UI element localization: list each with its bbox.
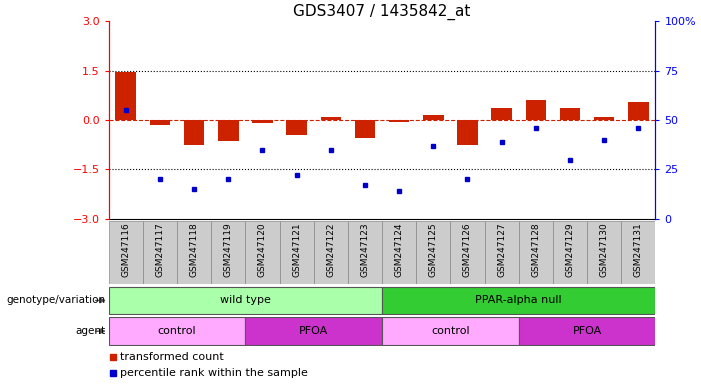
Bar bbox=[143, 221, 177, 284]
Text: GSM247126: GSM247126 bbox=[463, 222, 472, 277]
Bar bbox=[252, 120, 273, 123]
Text: transformed count: transformed count bbox=[120, 352, 224, 362]
Text: GSM247130: GSM247130 bbox=[599, 222, 608, 277]
Bar bbox=[587, 221, 621, 284]
Bar bbox=[177, 221, 211, 284]
Text: control: control bbox=[158, 326, 196, 336]
Text: GSM247118: GSM247118 bbox=[189, 222, 198, 277]
Bar bbox=[553, 221, 587, 284]
Text: GSM247125: GSM247125 bbox=[429, 222, 438, 277]
Text: GSM247129: GSM247129 bbox=[566, 222, 575, 277]
Bar bbox=[355, 120, 375, 138]
Bar bbox=[211, 221, 245, 284]
Bar bbox=[109, 317, 245, 345]
Bar bbox=[382, 221, 416, 284]
Bar bbox=[348, 221, 382, 284]
Bar bbox=[109, 221, 143, 284]
Text: GSM247127: GSM247127 bbox=[497, 222, 506, 277]
Text: GSM247120: GSM247120 bbox=[258, 222, 267, 277]
Text: percentile rank within the sample: percentile rank within the sample bbox=[120, 368, 308, 378]
Bar bbox=[245, 317, 382, 345]
Bar bbox=[621, 221, 655, 284]
Text: genotype/variation: genotype/variation bbox=[6, 295, 105, 306]
Bar bbox=[416, 221, 451, 284]
Text: PPAR-alpha null: PPAR-alpha null bbox=[475, 295, 562, 306]
Bar bbox=[287, 120, 307, 135]
Text: GSM247122: GSM247122 bbox=[326, 222, 335, 276]
Bar bbox=[491, 108, 512, 120]
Bar bbox=[484, 221, 519, 284]
Bar bbox=[382, 317, 519, 345]
Bar bbox=[314, 221, 348, 284]
Bar bbox=[382, 286, 655, 314]
Bar bbox=[150, 120, 170, 125]
Bar bbox=[457, 120, 478, 145]
Text: control: control bbox=[431, 326, 470, 336]
Text: GSM247124: GSM247124 bbox=[395, 222, 404, 276]
Text: PFOA: PFOA bbox=[573, 326, 601, 336]
Bar bbox=[109, 286, 382, 314]
Text: GSM247121: GSM247121 bbox=[292, 222, 301, 277]
Bar bbox=[628, 102, 648, 120]
Bar bbox=[423, 115, 444, 120]
Text: GSM247131: GSM247131 bbox=[634, 222, 643, 277]
Bar bbox=[594, 117, 614, 120]
Text: agent: agent bbox=[75, 326, 105, 336]
Text: PFOA: PFOA bbox=[299, 326, 328, 336]
Bar bbox=[184, 120, 205, 145]
Bar bbox=[218, 120, 238, 141]
Bar bbox=[320, 117, 341, 120]
Text: GSM247128: GSM247128 bbox=[531, 222, 540, 277]
Bar bbox=[451, 221, 484, 284]
Bar bbox=[560, 108, 580, 120]
Bar bbox=[389, 120, 409, 122]
Bar bbox=[526, 100, 546, 120]
Text: GSM247123: GSM247123 bbox=[360, 222, 369, 277]
Bar bbox=[245, 221, 280, 284]
Bar bbox=[116, 72, 136, 120]
Text: GSM247116: GSM247116 bbox=[121, 222, 130, 277]
Text: GSM247117: GSM247117 bbox=[156, 222, 165, 277]
Text: wild type: wild type bbox=[220, 295, 271, 306]
Text: GSM247119: GSM247119 bbox=[224, 222, 233, 277]
Bar bbox=[280, 221, 314, 284]
Bar bbox=[519, 317, 655, 345]
Title: GDS3407 / 1435842_at: GDS3407 / 1435842_at bbox=[293, 3, 471, 20]
Bar bbox=[519, 221, 553, 284]
